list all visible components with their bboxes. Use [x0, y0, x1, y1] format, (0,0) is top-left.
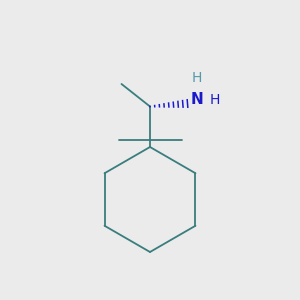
- Text: H: H: [191, 71, 202, 85]
- Text: H: H: [209, 93, 220, 106]
- Text: N: N: [190, 92, 203, 106]
